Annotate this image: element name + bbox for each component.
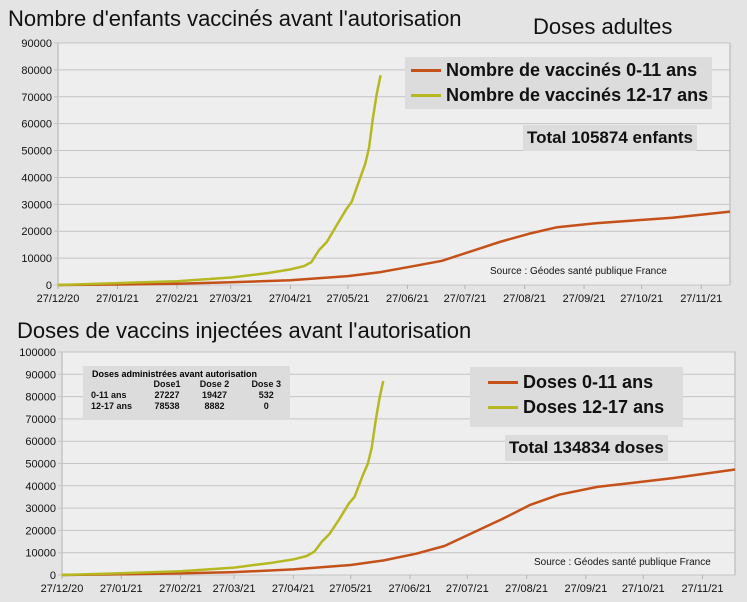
chart2-legend: Doses 0-11 ans Doses 12-17 ans [470, 367, 683, 427]
legend-label: Doses 0-11 ans [523, 372, 654, 392]
x-tick-label: 27/12/20 [37, 293, 80, 305]
legend-item-0-11: Doses 0-11 ans [470, 370, 683, 395]
y-tick-label: 40000 [25, 481, 56, 493]
x-tick-label: 27/11/21 [680, 293, 722, 305]
y-tick-label: 10000 [21, 253, 52, 265]
table-cell: 12-17 ans [91, 401, 133, 411]
chart1-subtitle: Doses adultes [533, 14, 673, 39]
x-tick-label: 27/06/21 [389, 583, 432, 595]
legend-label: Nombre de vaccinés 12-17 ans [446, 85, 709, 105]
table-cell: 0-11 ans [91, 390, 127, 400]
chart2-title: Doses de vaccins injectées avant l'autor… [17, 318, 472, 343]
y-tick-label: 30000 [25, 503, 56, 515]
x-tick-label: 27/08/21 [503, 293, 546, 305]
table-header [83, 379, 148, 390]
x-tick-label: 27/06/21 [386, 293, 429, 305]
table-cell: 78538 [154, 401, 180, 411]
legend-label: Doses 12-17 ans [523, 397, 665, 417]
y-tick-label: 30000 [21, 199, 52, 211]
series-line-0-11 [61, 468, 736, 577]
chart1-legend: Nombre de vaccinés 0-11 ans Nombre de va… [405, 57, 712, 109]
y-tick-label: 50000 [21, 146, 52, 158]
y-tick-label: 60000 [25, 436, 56, 448]
y-tick-label: 40000 [21, 172, 52, 184]
x-tick-label: 27/01/21 [96, 293, 139, 305]
y-tick-label: 0 [46, 280, 52, 292]
legend-swatch-icon [411, 94, 441, 97]
table-cell: 0 [263, 401, 269, 411]
table-cell: 27227 [154, 390, 180, 400]
x-tick-label: 27/03/21 [213, 583, 256, 595]
legend-item-0-11: Nombre de vaccinés 0-11 ans [405, 58, 712, 83]
dose-table-box: Doses administrées avant autorisation Do… [83, 366, 290, 420]
legend-swatch-icon [488, 406, 518, 409]
series-line-12-17 [61, 380, 385, 577]
x-tick-label: 27/03/21 [209, 293, 252, 305]
x-tick-label: 27/05/21 [329, 583, 372, 595]
chart2-total: Total 134834 doses [505, 435, 668, 461]
table-header: Dose 3 [251, 379, 281, 389]
x-tick-label: 27/07/21 [444, 293, 487, 305]
series-line-0-11 [57, 210, 731, 287]
y-tick-label: 70000 [25, 414, 56, 426]
legend-item-12-17: Doses 12-17 ans [470, 395, 683, 420]
x-tick-label: 27/01/21 [100, 583, 143, 595]
x-tick-label: 27/07/21 [446, 583, 489, 595]
chart1-title: Nombre d'enfants vaccinés avant l'autori… [8, 6, 462, 31]
table-row: 12-17 ans 78538 8882 0 [83, 401, 290, 412]
table-header: Dose 2 [199, 379, 230, 389]
y-tick-label: 10000 [25, 548, 56, 560]
x-tick-label: 27/02/21 [159, 583, 202, 595]
legend-item-12-17: Nombre de vaccinés 12-17 ans [405, 83, 712, 108]
series-line-12-17 [57, 75, 382, 287]
y-tick-label: 90000 [25, 369, 56, 381]
legend-swatch-icon [411, 69, 441, 72]
x-tick-label: 27/11/21 [681, 583, 723, 595]
x-tick-label: 27/10/21 [622, 583, 665, 595]
legend-swatch-icon [488, 381, 518, 384]
table-cell: 532 [258, 390, 274, 400]
chart2-source: Source : Géodes santé publique France [534, 557, 711, 568]
y-tick-label: 90000 [21, 38, 52, 50]
y-tick-label: 0 [50, 570, 56, 582]
x-tick-label: 27/02/21 [156, 293, 199, 305]
y-tick-label: 70000 [21, 92, 52, 104]
y-tick-label: 80000 [21, 65, 52, 77]
dose-table: Dose1 Dose 2 Dose 3 0-11 ans 27227 19427… [83, 379, 290, 412]
x-tick-label: 27/10/21 [620, 293, 663, 305]
y-tick-label: 20000 [21, 226, 52, 238]
x-tick-label: 27/08/21 [505, 583, 548, 595]
y-tick-label: 20000 [25, 525, 56, 537]
y-tick-label: 60000 [21, 119, 52, 131]
x-tick-label: 27/05/21 [327, 293, 370, 305]
x-tick-label: 27/09/21 [564, 583, 607, 595]
legend-label: Nombre de vaccinés 0-11 ans [446, 60, 698, 80]
table-header-row: Dose1 Dose 2 Dose 3 [83, 379, 290, 390]
x-tick-label: 27/04/21 [272, 583, 315, 595]
table-cell: 8882 [204, 401, 225, 411]
chart1-total: Total 105874 enfants [523, 125, 697, 151]
dose-table-title: Doses administrées avant autorisation [92, 369, 258, 379]
table-cell: 19427 [201, 390, 227, 400]
table-row: 0-11 ans 27227 19427 532 [83, 390, 290, 401]
x-tick-label: 27/12/20 [41, 583, 84, 595]
y-tick-label: 80000 [25, 392, 56, 404]
table-header: Dose1 [153, 379, 181, 389]
x-tick-label: 27/09/21 [563, 293, 606, 305]
y-tick-label: 50000 [25, 459, 56, 471]
y-tick-label: 100000 [19, 347, 56, 359]
x-tick-label: 27/04/21 [269, 293, 312, 305]
chart1-source: Source : Géodes santé publique France [490, 266, 667, 277]
